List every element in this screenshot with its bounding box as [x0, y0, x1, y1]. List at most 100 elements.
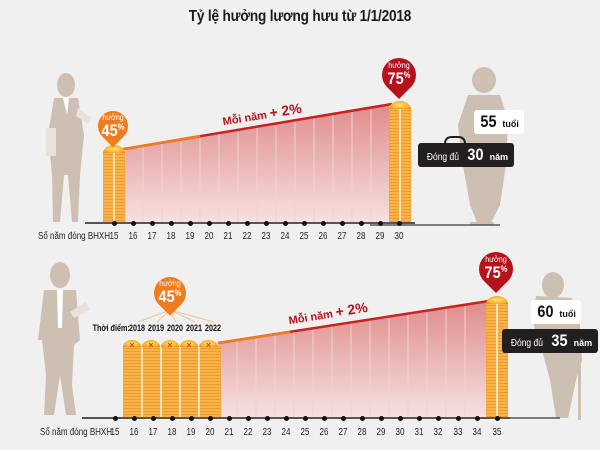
tick-dot	[321, 415, 327, 421]
age-number: 55	[480, 112, 497, 131]
paid-number: 35	[551, 331, 568, 350]
tick-dot	[435, 415, 441, 421]
tick-label: 23	[262, 427, 272, 438]
pin-small-text: hưởng	[159, 279, 181, 288]
tick-dot	[264, 415, 270, 421]
tick-dot	[397, 415, 403, 421]
tick-dot	[302, 415, 308, 421]
tick-label: 35	[492, 427, 502, 438]
tick-dot	[226, 415, 232, 421]
coin-cap: ×	[180, 340, 198, 350]
tick-dot	[378, 415, 384, 421]
top-paid-box: Đóng đủ 30 năm	[418, 143, 515, 167]
tick-label: 21	[223, 231, 233, 242]
paid-label: Đóng đủ	[510, 338, 543, 349]
pin-value: 75	[387, 69, 404, 88]
tick-dot	[494, 415, 500, 421]
tick-dot	[244, 220, 250, 226]
paid-unit: năm	[573, 338, 593, 348]
tick-label: 25	[299, 231, 309, 242]
tick-label: 34	[472, 427, 482, 438]
tick-label: 24	[281, 427, 291, 438]
tick-label: 26	[319, 427, 329, 438]
tick-label: 21	[224, 427, 234, 438]
tick-dot	[188, 415, 194, 421]
age-unit: tuổi	[502, 119, 519, 129]
coin-cap: ×	[142, 340, 160, 350]
year-label: 2021	[186, 323, 203, 333]
stack-divider	[198, 346, 200, 417]
pin-small-text: hưởng	[102, 113, 124, 122]
year-label: 2019	[148, 323, 165, 333]
tick-label: 30	[395, 427, 405, 438]
tick-label: 19	[185, 231, 195, 242]
tick-label: 20	[204, 231, 214, 242]
tick-label: 22	[242, 231, 252, 242]
coin-cap	[103, 145, 125, 153]
age-number: 60	[537, 302, 554, 321]
tick-dot	[150, 415, 156, 421]
coin-cap: ×	[161, 340, 179, 350]
tick-label: 28	[356, 231, 366, 242]
tick-label: 33	[453, 427, 463, 438]
tick-label: 31	[414, 427, 424, 438]
tick-dot	[396, 220, 402, 226]
top-axis-title: Số năm đóng BHXH	[38, 231, 111, 242]
year-label: 2020	[167, 323, 184, 333]
coin-cap: ×	[199, 340, 218, 350]
bottom-axis-line	[82, 417, 510, 419]
tick-dot	[339, 220, 345, 226]
bottom-paid-box: Đóng đủ 35 năm	[502, 329, 599, 353]
tick-label: 15	[109, 231, 119, 242]
bottom-axis-title: Số năm đóng BHXH	[40, 427, 113, 438]
bottom-end-pin-label: hưởng 75%	[477, 256, 515, 282]
tick-label: 28	[357, 427, 367, 438]
tick-label: 16	[129, 427, 139, 438]
top-axis-line	[85, 222, 415, 224]
paid-label: Đóng đủ	[426, 152, 459, 163]
stack-divider	[179, 346, 181, 417]
tick-dot	[320, 220, 326, 226]
tick-label: 17	[147, 231, 157, 242]
tick-dot	[168, 220, 174, 226]
tick-dot	[225, 220, 231, 226]
tick-dot	[149, 220, 155, 226]
tick-dot	[111, 220, 117, 226]
tick-label: 27	[337, 231, 347, 242]
tick-label: 20	[205, 427, 215, 438]
tick-label: 18	[167, 427, 177, 438]
tick-label: 25	[300, 427, 310, 438]
tick-label: 18	[166, 231, 176, 242]
tick-dot	[206, 220, 212, 226]
bottom-start-pin-label: hưởng 45%	[151, 279, 189, 306]
tick-dot	[207, 415, 213, 421]
pin-value: 45	[158, 287, 175, 306]
stack-divider	[113, 152, 115, 222]
coin-cap: ×	[123, 340, 141, 350]
tick-dot	[282, 220, 288, 226]
top-age-box: 55 tuổi	[474, 110, 524, 134]
tick-label: 29	[376, 427, 386, 438]
coin-cap	[389, 101, 411, 109]
tick-dot	[377, 220, 383, 226]
top-end-pin-label: hưởng 75%	[380, 62, 418, 88]
tick-label: 27	[338, 427, 348, 438]
stack-divider	[399, 108, 401, 222]
pin-unit: %	[403, 70, 411, 80]
bottom-coin-stack-16-20	[123, 346, 221, 417]
tick-label: 23	[261, 231, 271, 242]
pin-unit: %	[500, 264, 508, 274]
tick-label: 30	[394, 231, 404, 242]
tick-dot	[416, 415, 422, 421]
page-title: Tỷ lệ hưởng lương hưu từ 1/1/2018	[188, 8, 412, 25]
timepoint-label: Thời điểm:	[92, 323, 130, 333]
tick-dot	[131, 415, 137, 421]
paid-number: 30	[467, 145, 484, 164]
tick-label: 24	[280, 231, 290, 242]
tick-dot	[283, 415, 289, 421]
tick-label: 26	[318, 231, 328, 242]
